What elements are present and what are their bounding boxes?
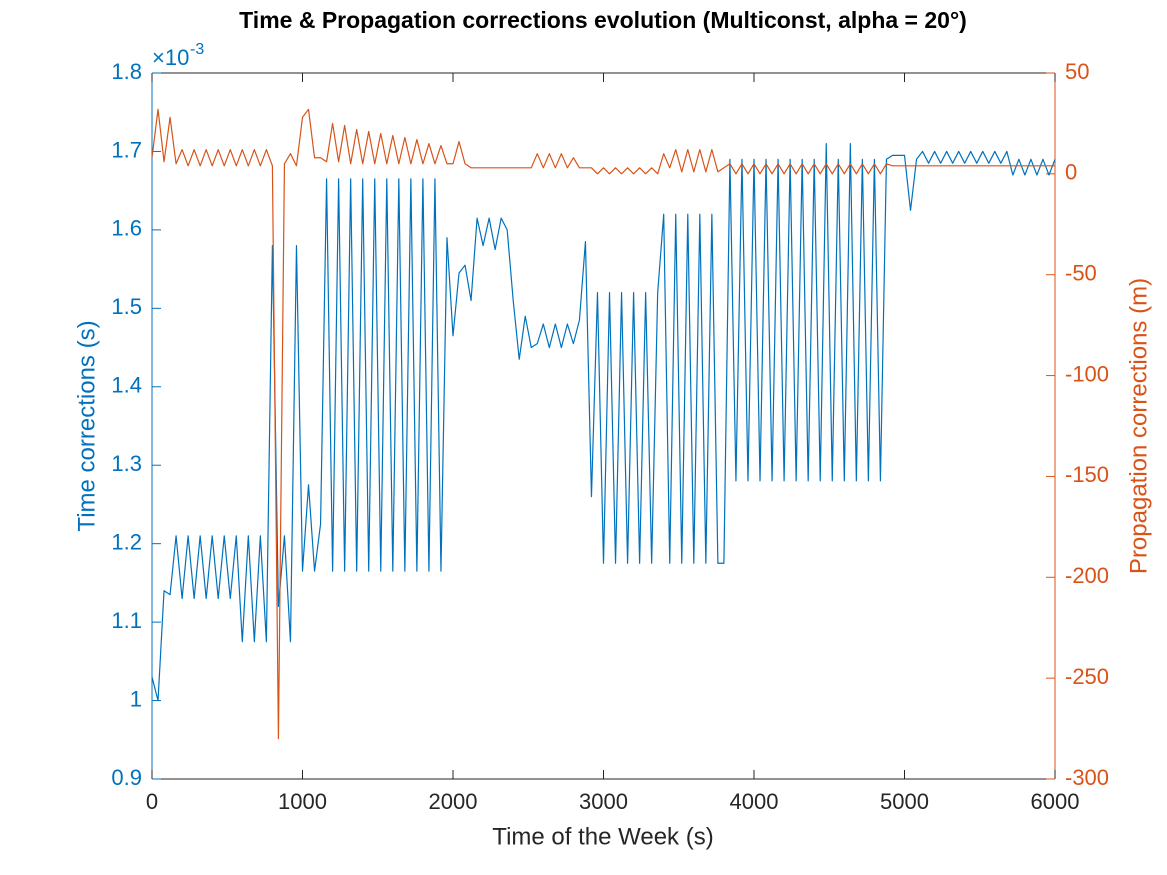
y-tick-label: 1.6: [111, 216, 142, 241]
y-tick-label: 1: [130, 686, 142, 711]
x-tick-label: 2000: [429, 789, 478, 814]
x-tick-label: 4000: [730, 789, 779, 814]
y2-axis-label: Propagation corrections (m): [1125, 278, 1152, 574]
y-tick-label: 1.8: [111, 59, 142, 84]
x-tick-label: 1000: [278, 789, 327, 814]
y2-tick-label: -300: [1065, 765, 1109, 790]
y2-tick-label: -150: [1065, 462, 1109, 487]
chart-title: Time & Propagation corrections evolution…: [239, 7, 967, 33]
y2-tick-label: -200: [1065, 563, 1109, 588]
y-tick-label: 1.5: [111, 294, 142, 319]
y-tick-label: 1.4: [111, 373, 142, 398]
y-tick-label: 0.9: [111, 765, 142, 790]
data-line: [151, 143, 1056, 702]
x-tick-label: 6000: [1031, 789, 1080, 814]
y-axis-label: Time corrections (s): [73, 320, 100, 531]
y2-tick-label: 0: [1065, 160, 1077, 185]
y2-tick-label: -50: [1065, 261, 1097, 286]
x-tick-label: 0: [146, 789, 158, 814]
x-axis-label: Time of the Week (s): [492, 823, 713, 850]
y-tick-label: 1.7: [111, 137, 142, 162]
data-line: [151, 108, 1055, 740]
y-multiplier-exponent: -3: [190, 41, 204, 58]
y-tick-label: 1.1: [111, 608, 142, 633]
y2-tick-label: -250: [1065, 664, 1109, 689]
y-tick-label: 1.3: [111, 451, 142, 476]
y-multiplier-base: ×10: [152, 45, 189, 70]
y2-tick-label: -100: [1065, 361, 1109, 386]
y-tick-label: 1.2: [111, 529, 142, 554]
y2-tick-label: 50: [1065, 59, 1089, 84]
x-tick-label: 3000: [579, 789, 628, 814]
x-tick-label: 5000: [880, 789, 929, 814]
